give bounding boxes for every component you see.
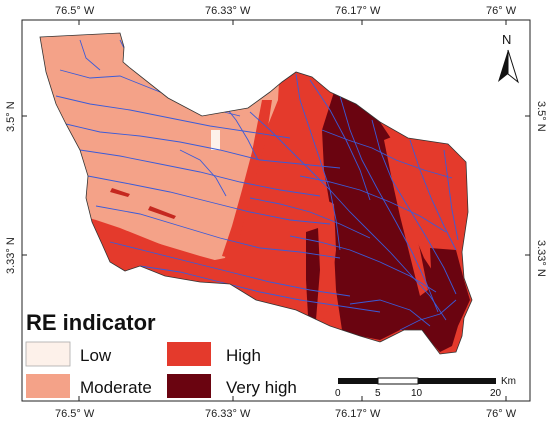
class-high-wedge-2 — [318, 200, 336, 320]
class-high-streak — [110, 188, 130, 197]
legend-label-very-high: Very high — [226, 378, 297, 397]
top-tick-label: 76° W — [486, 5, 517, 17]
legend-swatch-high — [167, 342, 211, 366]
bottom-tick-label: 76.33° W — [205, 408, 251, 420]
left-tick-label: 3.5° N — [5, 101, 17, 132]
scale-label-20: 20 — [490, 388, 502, 399]
right-tick-label: 3.33° N — [535, 240, 547, 277]
scale-label-10: 10 — [411, 388, 423, 399]
class-high-band-2 — [222, 100, 272, 258]
class-low-patch — [211, 130, 220, 150]
class-very-high-strip — [306, 228, 320, 320]
legend-swatch-very-high — [167, 374, 211, 398]
river-network — [55, 39, 459, 331]
top-tick-label: 76.33° W — [205, 5, 251, 17]
legend-label-moderate: Moderate — [80, 378, 152, 397]
class-high-band-1 — [88, 228, 224, 272]
legend-swatch-moderate — [26, 374, 70, 398]
scale-unit: Km — [501, 376, 516, 387]
scale-label-0: 0 — [335, 388, 341, 399]
north-label: N — [502, 32, 511, 47]
left-tick-label: 3.33° N — [5, 237, 17, 274]
bottom-tick-label: 76.17° W — [335, 408, 381, 420]
north-arrow-icon — [498, 50, 508, 82]
scale-label-5: 5 — [375, 388, 381, 399]
legend-label-low: Low — [80, 346, 112, 365]
legend-title: RE indicator — [26, 310, 156, 335]
scale-bar: Km 0 5 10 20 — [335, 376, 516, 399]
legend-swatch-low — [25, 341, 71, 367]
top-tick-label: 76.5° W — [55, 5, 95, 17]
class-high-streak — [148, 206, 176, 219]
top-tick-label: 76.17° W — [335, 5, 381, 17]
class-high-wedge-1 — [384, 136, 428, 296]
bottom-tick-label: 76.5° W — [55, 408, 95, 420]
legend: RE indicator Low High Moderate Very high — [25, 310, 297, 398]
north-arrow: N — [498, 32, 519, 84]
class-very-high-se — [430, 248, 470, 352]
legend-label-high: High — [226, 346, 261, 365]
region-outline — [39, 32, 473, 355]
bottom-tick-label: 76° W — [486, 408, 517, 420]
right-tick-label: 3.5° N — [535, 101, 547, 132]
graticule-ticks — [22, 20, 530, 401]
